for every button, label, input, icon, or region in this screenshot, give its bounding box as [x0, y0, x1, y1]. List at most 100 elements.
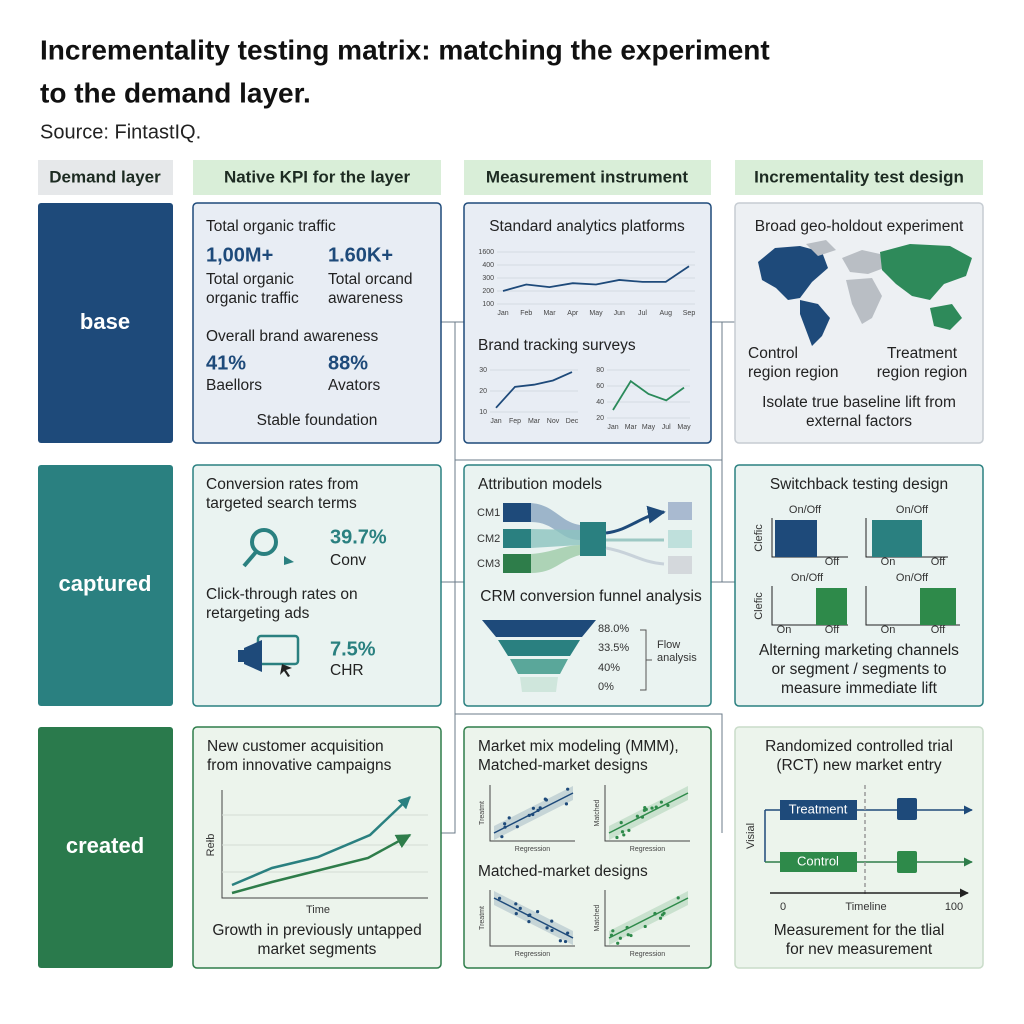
label: Stable foundation — [257, 412, 378, 429]
label: Isolate true baseline lift from — [762, 394, 956, 411]
regression-line — [493, 897, 574, 939]
label: (RCT) new market entry — [776, 757, 942, 774]
scatter-dot — [615, 835, 619, 840]
label: Broad geo-holdout experiment — [755, 218, 964, 235]
scatter-dot — [535, 910, 540, 914]
label: Regression — [515, 846, 551, 853]
scatter-dot — [620, 830, 625, 834]
label: Demand layer — [49, 167, 161, 186]
connectors — [441, 321, 735, 834]
scatter-dot — [609, 933, 614, 937]
label: Mar — [528, 418, 541, 425]
scatter-dot — [538, 806, 542, 810]
label: 88% — [328, 352, 368, 374]
layer-box — [38, 727, 173, 968]
funnel — [482, 620, 652, 692]
scatter-dot — [654, 805, 658, 809]
label: Source: FintastIQ. — [40, 121, 201, 143]
label: targeted search terms — [206, 495, 357, 512]
label: On/Off — [791, 572, 824, 584]
label: Incrementality testing matrix: matching … — [40, 34, 770, 65]
label: Jul — [638, 310, 647, 317]
label: Off — [825, 624, 840, 636]
label: Alterning marketing channels — [759, 642, 959, 659]
label: On/Off — [896, 504, 929, 516]
scatter-dot — [643, 924, 647, 929]
label: 1,00M+ — [206, 244, 273, 266]
label: Click-through rates on — [206, 586, 358, 603]
label: On/Off — [789, 504, 822, 516]
layer-box — [38, 203, 173, 443]
attribution-flow — [503, 502, 692, 574]
scatter-dot — [653, 912, 657, 916]
label: measure immediate lift — [781, 680, 938, 697]
switch-bar — [872, 520, 922, 557]
search-icon — [242, 528, 294, 568]
label: New customer acquisition — [207, 738, 384, 755]
label: Off — [931, 624, 946, 636]
label: May — [589, 310, 603, 317]
scatter-dot — [650, 806, 654, 810]
plot-axes — [604, 785, 690, 842]
label: 33.5% — [598, 642, 629, 654]
label: Off — [825, 556, 840, 568]
label: 7.5% — [330, 638, 376, 660]
label: Matched — [594, 799, 601, 826]
scatter-dot — [643, 806, 647, 810]
label: Time — [306, 904, 330, 916]
label: Jan — [497, 310, 508, 317]
label: Matched — [594, 904, 601, 931]
label: created — [66, 833, 144, 858]
scatter-dot — [536, 808, 540, 812]
label: Standard analytics platforms — [489, 218, 685, 235]
label: from innovative campaigns — [207, 757, 392, 774]
label: CM3 — [477, 558, 500, 570]
label: 400 — [482, 262, 494, 269]
regression-line — [608, 897, 689, 939]
megaphone-icon — [238, 634, 300, 677]
switch-bar — [775, 520, 817, 557]
regression-line — [608, 792, 689, 834]
scatter-dot — [545, 926, 549, 930]
scatter-dot — [503, 822, 507, 826]
label: Aug — [660, 310, 673, 317]
scatter-dot — [558, 939, 562, 943]
switch-bar — [816, 588, 847, 625]
switch-bar — [920, 588, 956, 625]
label: Conversion rates from — [206, 476, 358, 493]
label: Clefic — [753, 592, 765, 620]
label: Sep — [683, 310, 696, 317]
label: 20 — [596, 415, 604, 422]
line — [502, 265, 690, 292]
label: Feb — [520, 310, 532, 317]
label: Rełb — [205, 834, 217, 857]
label: for nev measurement — [786, 941, 933, 958]
label: Regression — [630, 951, 666, 958]
label: On — [881, 624, 896, 636]
scatter-dot — [514, 902, 518, 906]
scatter-dot — [662, 911, 666, 915]
layer-box — [38, 465, 173, 706]
label: Treatment — [887, 345, 958, 362]
label: 10 — [479, 409, 487, 416]
scatter-dot — [507, 816, 511, 820]
label: 200 — [482, 288, 494, 295]
label: Jul — [662, 424, 671, 431]
label: Mar — [543, 310, 556, 317]
label: region region — [877, 364, 967, 381]
label: Total organic traffic — [206, 218, 336, 235]
label: Treatment — [789, 801, 848, 816]
scatter-dot — [503, 825, 507, 829]
label: awareness — [328, 290, 403, 307]
label: Fep — [509, 418, 521, 425]
label: Native KPI for the layer — [224, 167, 411, 186]
label: 30 — [479, 367, 487, 374]
label: Randomized controlled trial — [765, 738, 953, 755]
label: Incrementality test design — [754, 167, 964, 186]
scatter-dot — [629, 933, 633, 938]
label: Total organic — [206, 271, 294, 288]
label: 88.0% — [598, 623, 629, 635]
label: Visial — [745, 823, 757, 849]
label: Measurement for the tlial — [774, 922, 945, 939]
label: Mar — [625, 424, 638, 431]
